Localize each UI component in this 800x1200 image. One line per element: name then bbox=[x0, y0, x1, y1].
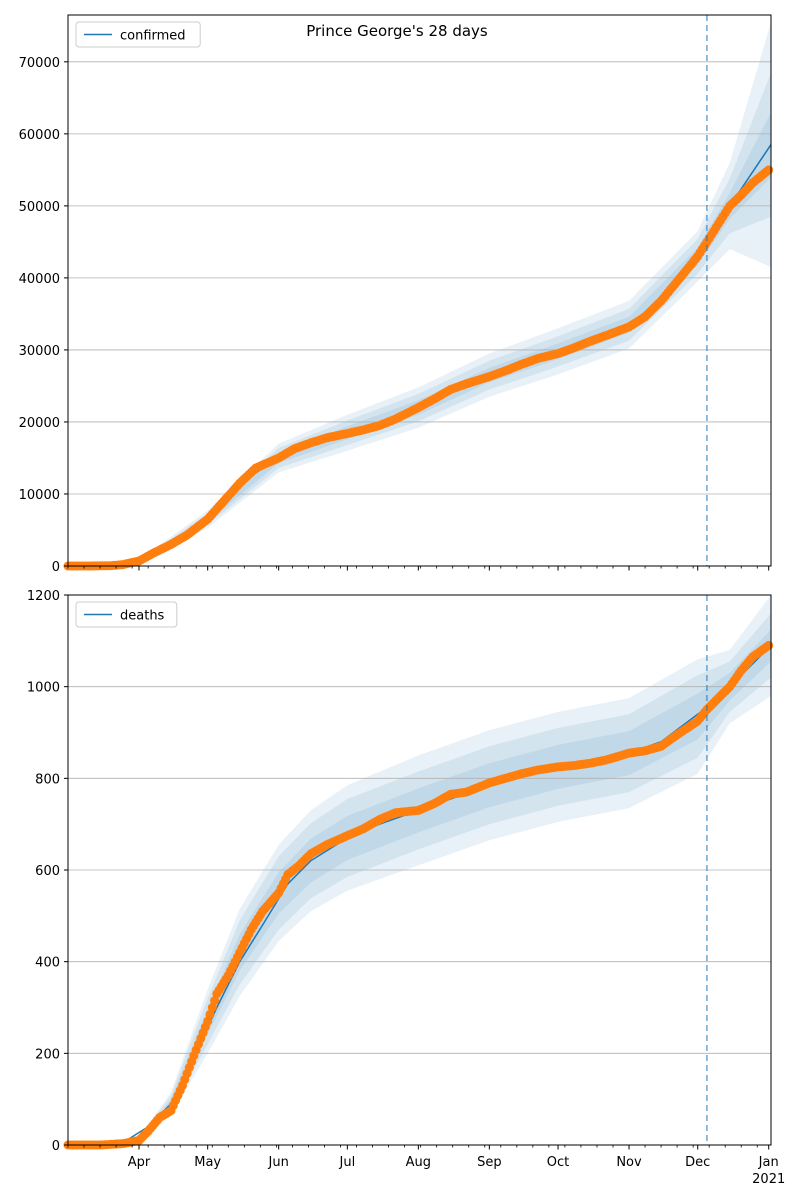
deaths-ytick-label: 1000 bbox=[27, 681, 60, 696]
confirmed-axes bbox=[67, 14, 772, 567]
confirmed-data-point bbox=[764, 165, 774, 175]
confirmed-ytick-label: 0 bbox=[52, 560, 60, 575]
confirmed-axes-frame bbox=[67, 14, 772, 567]
figure-title: Prince George's 28 days bbox=[306, 22, 488, 40]
deaths-xtick-label: Aug bbox=[406, 1155, 431, 1170]
deaths-data-point bbox=[207, 1003, 217, 1012]
deaths-ytick-label: 400 bbox=[35, 956, 60, 971]
confirmed-legend-box bbox=[75, 21, 201, 48]
deaths-ytick-label: 600 bbox=[35, 864, 60, 879]
deaths-panel: 0 200 400 600 800 1000 1200 Apr May Jun Jul Aug Sep O… bbox=[27, 589, 785, 1187]
confirmed-gridlines bbox=[68, 61, 771, 495]
deaths-data-point bbox=[205, 1009, 215, 1019]
confirmed-ytick-label: 30000 bbox=[19, 344, 60, 359]
confirmed-ytick-label: 50000 bbox=[19, 200, 60, 215]
deaths-data-point bbox=[203, 1016, 213, 1026]
deaths-xtick-label: Jun bbox=[268, 1155, 289, 1170]
deaths-ytick-label: 0 bbox=[52, 1139, 60, 1154]
confirmed-band-2 bbox=[68, 72, 771, 566]
deaths-gridlines bbox=[68, 686, 771, 1054]
deaths-data-point bbox=[210, 996, 220, 1006]
deaths-xtick-label: Jul bbox=[339, 1155, 356, 1170]
deaths-xtick-label: Nov bbox=[616, 1155, 642, 1170]
deaths-xtick-label: Jan bbox=[758, 1155, 779, 1170]
deaths-year-label: 2021 bbox=[752, 1172, 785, 1187]
deaths-observed-points bbox=[63, 640, 774, 1150]
deaths-ytick-label: 1200 bbox=[27, 589, 60, 604]
confirmed-uncertainty-bands bbox=[68, 22, 771, 566]
deaths-ytick-label: 200 bbox=[35, 1047, 60, 1062]
deaths-xtick-label: Oct bbox=[547, 1155, 569, 1170]
confirmed-ytick-label: 40000 bbox=[19, 272, 60, 287]
confirmed-legend-label: confirmed bbox=[120, 29, 186, 44]
deaths-xtick-label: Apr bbox=[128, 1155, 151, 1170]
confirmed-ytick-label: 70000 bbox=[19, 56, 60, 71]
deaths-legend: deaths bbox=[75, 601, 178, 628]
deaths-ticks: 0 200 400 600 800 1000 1200 Apr May Jun Jul Aug Sep O… bbox=[27, 589, 785, 1187]
deaths-band-1 bbox=[68, 595, 771, 1145]
deaths-ytick-label: 800 bbox=[35, 772, 60, 787]
confirmed-legend: confirmed bbox=[75, 21, 201, 48]
deaths-band-2 bbox=[68, 613, 771, 1145]
deaths-legend-box bbox=[75, 601, 178, 628]
confirmed-ytick-label: 10000 bbox=[19, 488, 60, 503]
deaths-xtick-label: May bbox=[194, 1155, 221, 1170]
confirmed-ytick-label: 20000 bbox=[19, 416, 60, 431]
deaths-data-point bbox=[764, 640, 774, 650]
deaths-legend-label: deaths bbox=[120, 609, 165, 624]
confirmed-ticks: 0 10000 20000 30000 40000 50000 60000 70000 bbox=[19, 56, 770, 575]
confirmed-ytick-label: 60000 bbox=[19, 128, 60, 143]
confirmed-panel: 0 10000 20000 30000 40000 50000 60000 70000 con… bbox=[19, 14, 774, 575]
deaths-xtick-label: Dec bbox=[685, 1155, 710, 1170]
deaths-xtick-label: Sep bbox=[477, 1155, 502, 1170]
